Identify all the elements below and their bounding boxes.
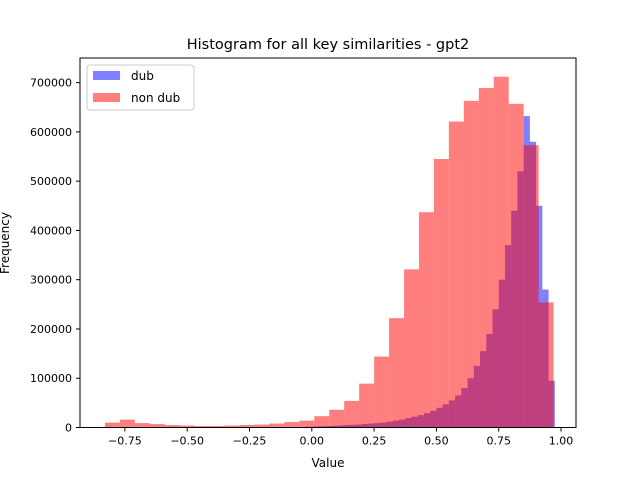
bar-non-dub-23	[448, 121, 464, 428]
y-tick-label: 500000	[30, 175, 72, 188]
bar-non-dub-29	[538, 302, 554, 428]
bar-non-dub-11	[269, 423, 285, 428]
bar-non-dub-5	[179, 425, 195, 428]
legend-label-dub: dub	[131, 69, 154, 83]
series-non-dub-bars	[104, 76, 554, 428]
y-tick-label: 200000	[30, 323, 72, 336]
bar-non-dub-10	[254, 424, 270, 428]
y-tick-label: 100000	[30, 372, 72, 385]
bar-non-dub-0	[104, 422, 120, 428]
bar-non-dub-26	[493, 76, 509, 428]
bar-non-dub-15	[329, 409, 345, 428]
bar-non-dub-7	[209, 426, 225, 428]
x-tick-label: 0.75	[486, 435, 511, 448]
y-axis-label: Frequency	[0, 212, 12, 274]
x-axis-label: Value	[312, 456, 345, 470]
bar-non-dub-19	[389, 318, 405, 428]
y-tick-label: 300000	[30, 274, 72, 287]
bar-non-dub-14	[314, 416, 330, 428]
legend-swatch-non-dub	[93, 93, 120, 102]
x-axis: −0.75 −0.50 −0.25 0.00 0.25 0.50 0.75 1.00	[108, 427, 574, 448]
x-tick-label: −0.50	[170, 435, 204, 448]
x-tick-label: −0.75	[108, 435, 142, 448]
y-tick-label: 0	[65, 422, 72, 435]
legend-swatch-dub	[93, 71, 120, 80]
bar-non-dub-18	[374, 356, 390, 428]
y-axis: 0 100000 200000 300000 400000 500000 600000 700…	[30, 77, 80, 435]
legend-label-non-dub: non dub	[131, 91, 180, 105]
x-tick-label: 0.50	[424, 435, 449, 448]
x-tick-label: 1.00	[549, 435, 574, 448]
bar-non-dub-21	[418, 212, 434, 428]
y-tick-label: 400000	[30, 224, 72, 237]
bar-non-dub-28	[523, 145, 539, 428]
bar-non-dub-25	[478, 88, 494, 428]
y-tick-label: 700000	[30, 77, 72, 90]
bar-non-dub-27	[508, 103, 524, 428]
bar-non-dub-9	[239, 425, 255, 428]
bar-non-dub-13	[299, 420, 315, 428]
x-tick-label: 0.00	[300, 435, 325, 448]
bar-non-dub-16	[344, 400, 360, 428]
x-tick-label: 0.25	[362, 435, 387, 448]
bar-non-dub-6	[194, 426, 210, 428]
legend: dub non dub	[86, 64, 195, 111]
bar-non-dub-3	[149, 424, 165, 428]
bar-non-dub-12	[284, 422, 300, 428]
y-tick-label: 600000	[30, 126, 72, 139]
bar-non-dub-17	[359, 383, 375, 428]
bar-non-dub-4	[164, 425, 180, 428]
bar-non-dub-22	[433, 159, 449, 428]
bar-non-dub-8	[224, 425, 240, 428]
chart-title: Histogram for all key similarities - gpt…	[187, 37, 470, 53]
x-tick-label: −0.25	[233, 435, 267, 448]
plot-frame	[79, 57, 577, 428]
bar-non-dub-1	[119, 419, 135, 428]
bar-non-dub-20	[404, 269, 419, 428]
bar-non-dub-24	[463, 100, 479, 428]
bar-non-dub-2	[134, 423, 150, 428]
